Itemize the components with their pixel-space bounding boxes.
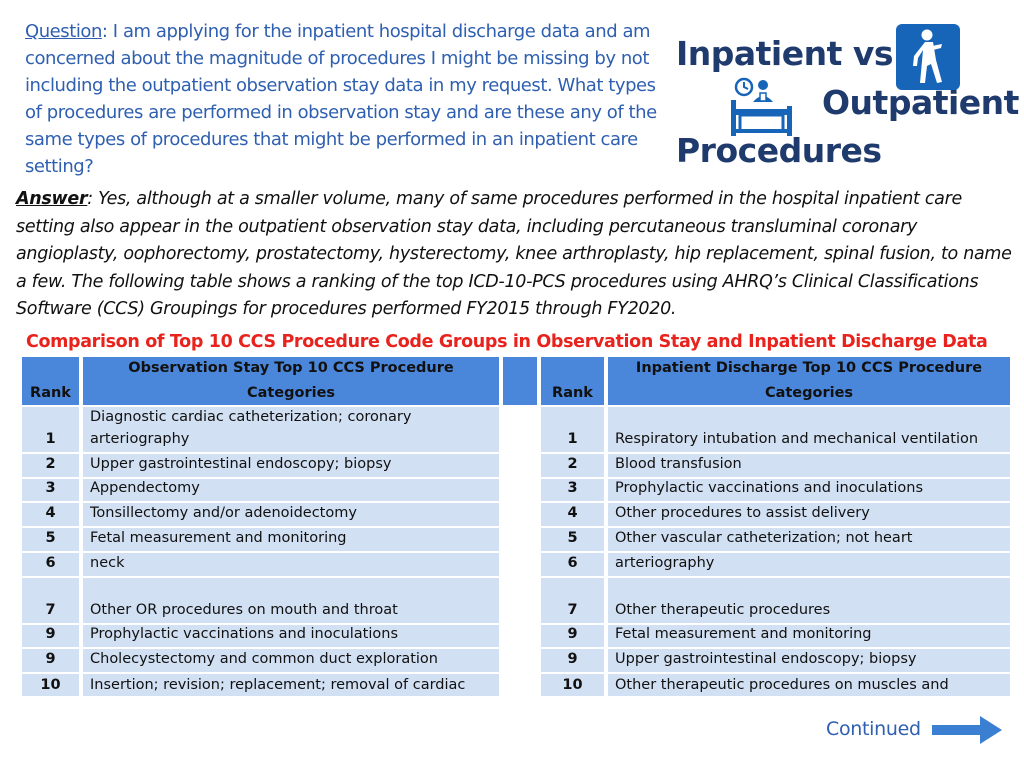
column-spacer bbox=[503, 674, 537, 696]
table-title: Comparison of Top 10 CCS Procedure Code … bbox=[26, 332, 988, 352]
inp-procedure: Respiratory intubation and mechanical ve… bbox=[608, 407, 1010, 452]
question-label: Question bbox=[25, 21, 102, 42]
inp-procedure: Other therapeutic procedures on muscles … bbox=[608, 674, 1010, 696]
inp-procedure: Other therapeutic procedures bbox=[608, 578, 1010, 623]
inp-rank: 1 bbox=[541, 407, 604, 452]
column-spacer bbox=[503, 649, 537, 672]
obs-procedure: Tonsillectomy and/or adenoidectomy bbox=[83, 503, 499, 526]
inp-rank: 7 bbox=[541, 578, 604, 623]
obs-procedure: Other OR procedures on mouth and throat bbox=[83, 578, 499, 623]
obs-rank: 9 bbox=[22, 649, 79, 672]
obs-procedure: Upper gastrointestinal endoscopy; biopsy bbox=[83, 454, 499, 477]
title-line-3: Procedures bbox=[676, 131, 882, 170]
inp-procedure: Other vascular catheterization; not hear… bbox=[608, 528, 1010, 551]
header-rank-left: Rank bbox=[22, 357, 79, 405]
inp-procedure: Diagnostic cardiac catheterization; coro… bbox=[608, 553, 1010, 576]
obs-procedure: Other OR procedures on vessels other tha… bbox=[83, 553, 499, 576]
inp-procedure: Other procedures to assist delivery bbox=[608, 503, 1010, 526]
column-spacer bbox=[503, 407, 537, 452]
column-spacer bbox=[503, 553, 537, 576]
question-text: Question: I am applying for the inpatien… bbox=[25, 18, 665, 180]
hospital-bed-icon bbox=[727, 76, 797, 138]
answer-body: : Yes, although at a smaller volume, man… bbox=[16, 189, 1012, 319]
arrow-right-icon[interactable] bbox=[930, 714, 1004, 746]
obs-rank: 9 bbox=[22, 625, 79, 647]
obs-procedure: Fetal measurement and monitoring bbox=[83, 528, 499, 551]
person-walking-icon bbox=[896, 24, 960, 90]
inp-procedure: Upper gastrointestinal endoscopy; biopsy bbox=[608, 649, 1010, 672]
inp-procedure: Prophylactic vaccinations and inoculatio… bbox=[608, 479, 1010, 501]
obs-procedure: Cholecystectomy and common duct explorat… bbox=[83, 649, 499, 672]
question-body: : I am applying for the inpatient hospit… bbox=[25, 21, 657, 177]
header-rank-right: Rank bbox=[541, 357, 604, 405]
obs-rank: 2 bbox=[22, 454, 79, 477]
inp-rank: 6 bbox=[541, 553, 604, 576]
obs-rank: 1 bbox=[22, 407, 79, 452]
obs-procedure: Diagnostic cardiac catheterization; coro… bbox=[83, 407, 499, 452]
header-observation-categories: Observation Stay Top 10 CCS Procedure Ca… bbox=[83, 357, 499, 405]
obs-procedure: Appendectomy bbox=[83, 479, 499, 501]
column-spacer bbox=[503, 503, 537, 526]
column-spacer bbox=[503, 454, 537, 477]
column-spacer bbox=[503, 479, 537, 501]
inp-rank: 4 bbox=[541, 503, 604, 526]
inp-rank: 2 bbox=[541, 454, 604, 477]
inp-rank: 9 bbox=[541, 625, 604, 647]
inp-rank: 3 bbox=[541, 479, 604, 501]
column-spacer bbox=[503, 528, 537, 551]
header-spacer bbox=[503, 357, 537, 405]
answer-text: Answer: Yes, although at a smaller volum… bbox=[16, 186, 1016, 324]
obs-procedure: Insertion; revision; replacement; remova… bbox=[83, 674, 499, 696]
title-line-1: Inpatient vs bbox=[676, 34, 894, 73]
inp-rank: 5 bbox=[541, 528, 604, 551]
inp-procedure: Fetal measurement and monitoring bbox=[608, 625, 1010, 647]
answer-label: Answer bbox=[16, 189, 88, 209]
continued-link[interactable]: Continued bbox=[826, 718, 921, 740]
obs-rank: 4 bbox=[22, 503, 79, 526]
inp-rank: 10 bbox=[541, 674, 604, 696]
inp-procedure: Blood transfusion bbox=[608, 454, 1010, 477]
column-spacer bbox=[503, 578, 537, 623]
obs-rank: 7 bbox=[22, 578, 79, 623]
comparison-table: Rank Observation Stay Top 10 CCS Procedu… bbox=[22, 357, 1010, 705]
obs-rank: 10 bbox=[22, 674, 79, 696]
obs-rank: 3 bbox=[22, 479, 79, 501]
header-inpatient-categories: Inpatient Discharge Top 10 CCS Procedure… bbox=[608, 357, 1010, 405]
inp-rank: 9 bbox=[541, 649, 604, 672]
column-spacer bbox=[503, 625, 537, 647]
obs-rank: 6 bbox=[22, 553, 79, 576]
obs-procedure: Prophylactic vaccinations and inoculatio… bbox=[83, 625, 499, 647]
obs-rank: 5 bbox=[22, 528, 79, 551]
